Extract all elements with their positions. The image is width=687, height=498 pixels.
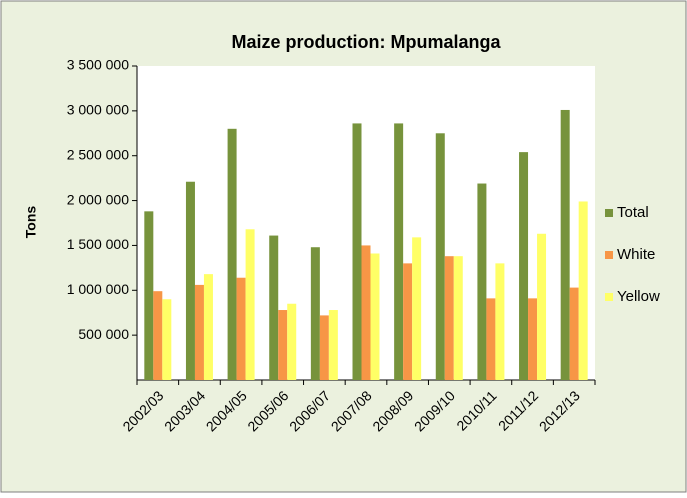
bar bbox=[245, 229, 255, 380]
bar bbox=[453, 256, 463, 380]
bar bbox=[269, 235, 279, 380]
bar bbox=[537, 233, 547, 380]
bar bbox=[352, 123, 362, 380]
bar bbox=[528, 298, 538, 380]
bar bbox=[519, 152, 529, 380]
bar bbox=[361, 245, 371, 380]
y-tick-label: 2 500 000 bbox=[67, 146, 129, 162]
bar bbox=[569, 287, 579, 380]
legend-label: White bbox=[617, 246, 655, 263]
legend-swatch bbox=[605, 209, 613, 217]
bar bbox=[194, 284, 204, 380]
bar bbox=[370, 253, 380, 380]
y-tick-label: 3 000 000 bbox=[67, 102, 129, 118]
bar bbox=[203, 274, 213, 380]
bar bbox=[227, 128, 237, 380]
bar bbox=[495, 263, 505, 380]
bar bbox=[477, 183, 487, 380]
legend-swatch bbox=[605, 251, 613, 259]
bar bbox=[394, 123, 404, 380]
bar bbox=[560, 109, 570, 381]
bar bbox=[403, 263, 413, 380]
y-tick-label: 3 500 000 bbox=[67, 57, 129, 73]
bar bbox=[444, 256, 454, 380]
bar bbox=[185, 181, 195, 380]
y-tick-label: 2 000 000 bbox=[67, 191, 129, 207]
bar bbox=[236, 277, 246, 380]
bar bbox=[578, 201, 588, 380]
bar bbox=[310, 247, 320, 380]
bar bbox=[486, 298, 496, 380]
y-tick-label: 500 000 bbox=[78, 326, 129, 342]
bar bbox=[287, 303, 297, 380]
bar bbox=[144, 211, 154, 380]
y-axis-label: Tons bbox=[23, 206, 39, 239]
bar bbox=[153, 291, 163, 380]
bar bbox=[412, 237, 422, 380]
bar bbox=[162, 299, 172, 380]
bar bbox=[328, 310, 338, 380]
legend-label: Total bbox=[617, 204, 649, 221]
bar bbox=[278, 310, 288, 380]
bar bbox=[319, 315, 329, 380]
y-tick-label: 1 000 000 bbox=[67, 281, 129, 297]
legend-swatch bbox=[605, 293, 613, 301]
chart-title: Maize production: Mpumalanga bbox=[231, 32, 501, 52]
legend-label: Yellow bbox=[617, 288, 660, 305]
y-tick-label: 1 500 000 bbox=[67, 236, 129, 252]
bar bbox=[435, 133, 445, 380]
